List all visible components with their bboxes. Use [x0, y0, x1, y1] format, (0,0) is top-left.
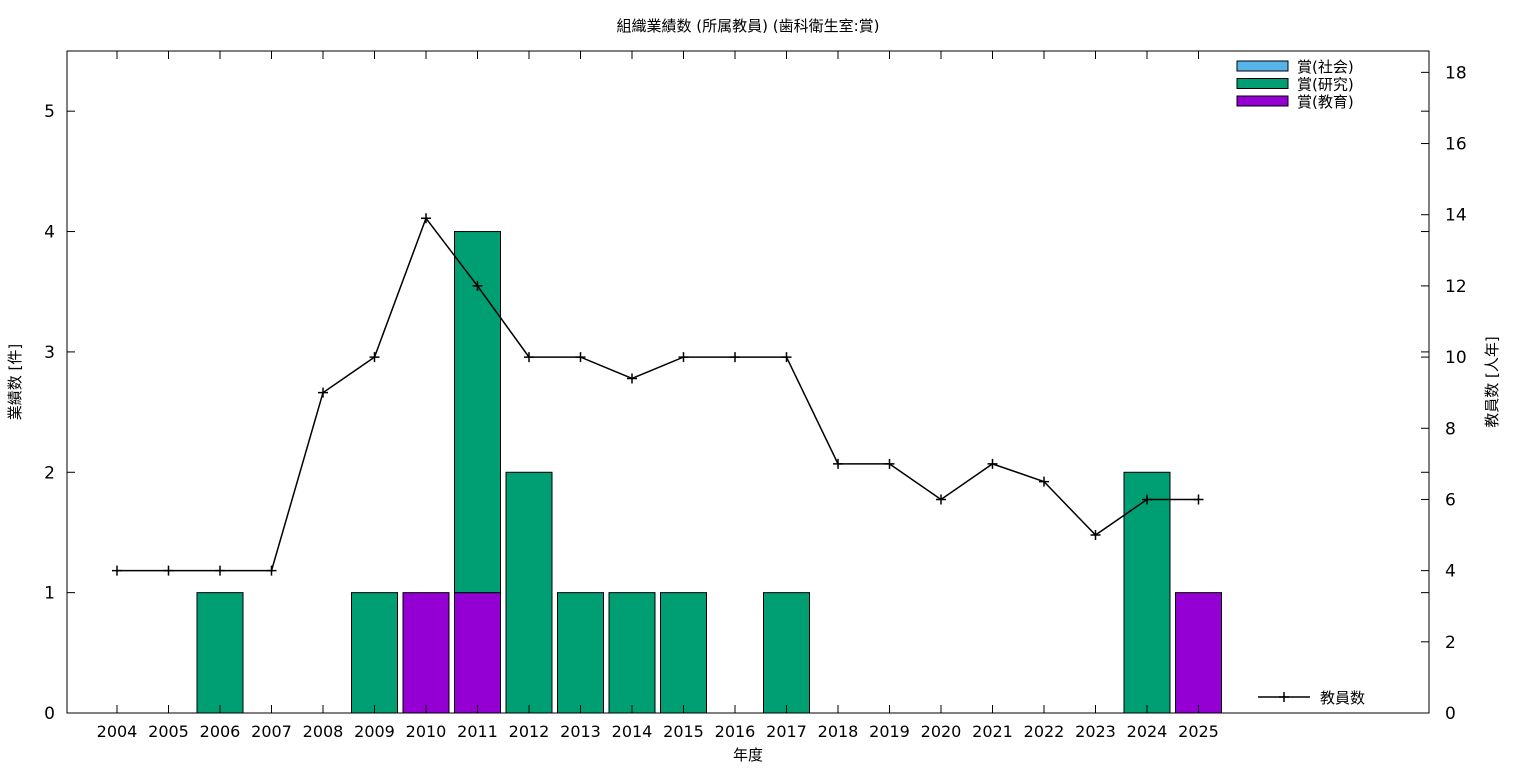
- left-tick-label-0: 0: [44, 704, 55, 724]
- line-point-2009: [369, 352, 380, 363]
- right-tick-label-18: 18: [1445, 63, 1467, 83]
- line-point-2013: [575, 352, 586, 363]
- x-tick-label-2004: 2004: [97, 722, 138, 741]
- left-tick-label-5: 5: [44, 102, 55, 122]
- line-point-2021: [987, 458, 998, 469]
- legend-label-2: 賞(教育): [1297, 93, 1354, 111]
- bar-2013-series-1: [557, 592, 604, 714]
- x-tick-label-2006: 2006: [200, 722, 241, 741]
- x-tick-label-2024: 2024: [1127, 722, 1168, 741]
- left-tick-label-2: 2: [44, 463, 55, 483]
- bar-2011-series-2: [454, 592, 501, 714]
- line-point-2016: [730, 352, 740, 363]
- left-axis: 0 1 2 3 4 5: [44, 102, 1429, 724]
- legend-swatch-0: [1236, 60, 1289, 72]
- line-point-2010: [421, 213, 431, 224]
- right-tick-label-10: 10: [1445, 348, 1467, 368]
- faculty-count-line: [117, 216, 1199, 572]
- line-point-2015: [678, 352, 689, 363]
- x-tick-label-2022: 2022: [1024, 722, 1065, 741]
- legend-line-marker: [1279, 692, 1289, 702]
- bar-2017-series-1: [763, 592, 810, 714]
- x-tick-label-2014: 2014: [612, 722, 653, 741]
- bar-2014-series-1: [608, 592, 656, 714]
- x-tick-label-2008: 2008: [303, 722, 344, 741]
- x-axis-label: 年度: [733, 746, 763, 764]
- left-tick-label-3: 3: [44, 343, 55, 363]
- y-axis-label: 業績数 [件]: [6, 344, 24, 420]
- bar-2025-series-2: [1175, 592, 1222, 714]
- right-axis: 0 2 4 6 8 10 12 14 16 18: [1421, 63, 1467, 724]
- right-tick-label-16: 16: [1445, 135, 1467, 155]
- line-point-2004: [112, 565, 122, 576]
- line-point-2011: [472, 280, 483, 291]
- x-tick-label-2017: 2017: [766, 722, 807, 741]
- line-point-2005: [163, 565, 174, 576]
- legend-label-1: 賞(研究): [1297, 76, 1354, 94]
- right-tick-label-2: 2: [1445, 633, 1456, 653]
- y2-axis-label: 教員数 [人年]: [1483, 336, 1501, 427]
- legend: 賞(社会)賞(研究)賞(教育) 教員数: [1236, 58, 1365, 707]
- line-point-2025: [1193, 494, 1204, 505]
- x-tick-label-2015: 2015: [663, 722, 704, 741]
- right-tick-label-12: 12: [1445, 277, 1467, 297]
- line-point-2018: [833, 458, 843, 469]
- line-point-2007: [266, 565, 277, 576]
- x-tick-label-2020: 2020: [921, 722, 962, 741]
- line-point-2023: [1090, 530, 1101, 541]
- line-layer: [112, 213, 1204, 576]
- right-tick-label-6: 6: [1445, 490, 1456, 510]
- x-tick-label-2011: 2011: [457, 722, 498, 741]
- bars-layer: [196, 231, 1222, 714]
- line-point-2014: [627, 373, 637, 384]
- line-point-2024: [1142, 494, 1152, 505]
- x-tick-label-2016: 2016: [715, 722, 756, 741]
- x-tick-label-2007: 2007: [251, 722, 292, 741]
- left-tick-label-1: 1: [44, 584, 55, 604]
- x-tick-label-2010: 2010: [406, 722, 447, 741]
- bar-2009-series-1: [351, 592, 398, 714]
- line-point-2022: [1039, 476, 1049, 487]
- x-tick-label-2021: 2021: [972, 722, 1013, 741]
- bar-2024-series-1: [1123, 471, 1171, 714]
- right-tick-label-14: 14: [1445, 206, 1467, 226]
- bar-2010-series-2: [402, 592, 450, 714]
- line-point-2012: [524, 352, 534, 363]
- x-tick-label-2019: 2019: [869, 722, 910, 741]
- right-tick-label-0: 0: [1445, 704, 1456, 724]
- x-tick-label-2009: 2009: [354, 722, 395, 741]
- chart-title: 組織業績数 (所属教員) (歯科衛生室:賞): [617, 17, 880, 35]
- legend-swatch-2: [1236, 95, 1289, 107]
- line-point-2008: [318, 387, 328, 398]
- left-tick-label-4: 4: [44, 223, 55, 243]
- bar-2012-series-1: [505, 471, 553, 714]
- bar-2006-series-1: [196, 592, 244, 714]
- x-tick-label-2018: 2018: [818, 722, 859, 741]
- legend-swatch-1: [1236, 78, 1289, 89]
- right-tick-label-8: 8: [1445, 419, 1456, 439]
- x-axis: 2004 2005 2006 2007 2008 2009 2010 2011 2012 2013…: [97, 51, 1219, 741]
- line-point-2019: [884, 458, 895, 469]
- x-tick-label-2013: 2013: [560, 722, 601, 741]
- x-tick-label-2023: 2023: [1075, 722, 1116, 741]
- x-tick-label-2025: 2025: [1178, 722, 1219, 741]
- bar-2011-series-1: [454, 231, 501, 594]
- line-point-2006: [215, 565, 225, 576]
- plot-area: [66, 50, 1430, 714]
- right-tick-label-4: 4: [1445, 562, 1456, 582]
- x-tick-label-2005: 2005: [148, 722, 189, 741]
- legend-label-0: 賞(社会): [1297, 58, 1354, 76]
- line-point-2017: [781, 352, 792, 363]
- legend-line-label: 教員数: [1320, 689, 1365, 707]
- bar-2015-series-1: [660, 592, 707, 714]
- x-tick-label-2012: 2012: [509, 722, 550, 741]
- line-point-2020: [936, 494, 946, 505]
